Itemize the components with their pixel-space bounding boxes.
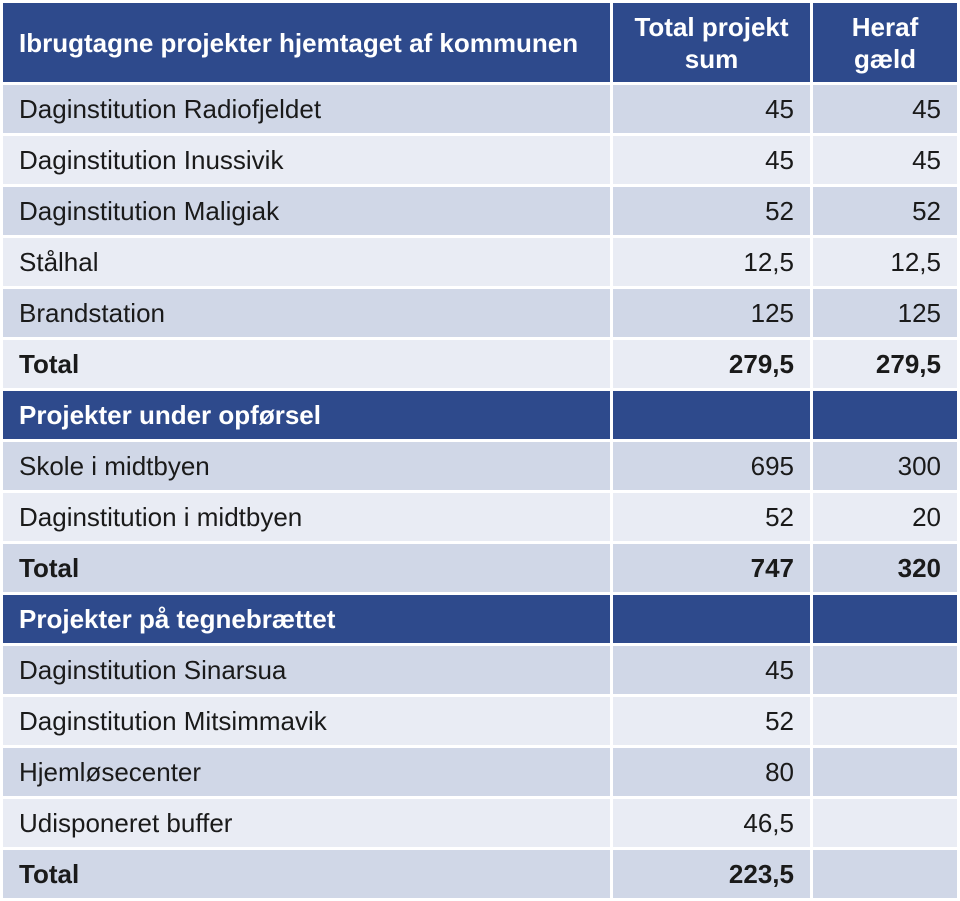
section-title: Projekter på tegnebrættet [3,595,613,646]
project-debt: 45 [813,85,957,136]
project-name: Udisponeret buffer [3,799,613,850]
project-debt [813,748,957,799]
project-total: 12,5 [613,238,813,289]
header-project-name: Ibrugtagne projekter hjemtaget af kommun… [3,3,613,85]
table-row: Brandstation 125 125 [3,289,957,340]
total-sum: 747 [613,544,813,595]
project-name: Daginstitution Radiofjeldet [3,85,613,136]
project-name: Brandstation [3,289,613,340]
project-total: 45 [613,646,813,697]
table-row: Daginstitution Radiofjeldet 45 45 [3,85,957,136]
table-row: Daginstitution Maligiak 52 52 [3,187,957,238]
project-debt: 20 [813,493,957,544]
total-row: Total 223,5 [3,850,957,901]
project-name: Skole i midtbyen [3,442,613,493]
table-row: Hjemløsecenter 80 [3,748,957,799]
section-title: Projekter under opførsel [3,391,613,442]
project-name: Daginstitution Maligiak [3,187,613,238]
project-debt: 52 [813,187,957,238]
project-name: Daginstitution Sinarsua [3,646,613,697]
total-label: Total [3,340,613,391]
project-name: Hjemløsecenter [3,748,613,799]
project-name: Daginstitution Inussivik [3,136,613,187]
project-debt [813,799,957,850]
table-row: Daginstitution i midtbyen 52 20 [3,493,957,544]
project-debt: 125 [813,289,957,340]
section-header-blank [613,391,813,442]
table-row: Daginstitution Mitsimmavik 52 [3,697,957,748]
project-table: Ibrugtagne projekter hjemtaget af kommun… [3,3,957,901]
header-debt: Heraf gæld [813,3,957,85]
project-debt [813,697,957,748]
project-name: Daginstitution i midtbyen [3,493,613,544]
table-row: Udisponeret buffer 46,5 [3,799,957,850]
project-total: 52 [613,697,813,748]
project-name: Daginstitution Mitsimmavik [3,697,613,748]
section-header-row: Projekter på tegnebrættet [3,595,957,646]
project-total: 46,5 [613,799,813,850]
table-row: Skole i midtbyen 695 300 [3,442,957,493]
table-row: Daginstitution Sinarsua 45 [3,646,957,697]
header-total-sum: Total projekt sum [613,3,813,85]
section-header-row: Projekter under opførsel [3,391,957,442]
project-debt: 12,5 [813,238,957,289]
total-debt: 320 [813,544,957,595]
project-total: 52 [613,187,813,238]
project-debt: 300 [813,442,957,493]
project-total: 125 [613,289,813,340]
project-total: 52 [613,493,813,544]
total-sum: 279,5 [613,340,813,391]
project-total: 695 [613,442,813,493]
section-header-blank [613,595,813,646]
table-row: Daginstitution Inussivik 45 45 [3,136,957,187]
total-debt: 279,5 [813,340,957,391]
total-debt [813,850,957,901]
total-row: Total 279,5 279,5 [3,340,957,391]
total-sum: 223,5 [613,850,813,901]
project-debt [813,646,957,697]
project-debt: 45 [813,136,957,187]
section-header-blank [813,595,957,646]
section-header-blank [813,391,957,442]
total-row: Total 747 320 [3,544,957,595]
total-label: Total [3,850,613,901]
project-total: 45 [613,85,813,136]
total-label: Total [3,544,613,595]
table-row: Stålhal 12,5 12,5 [3,238,957,289]
project-name: Stålhal [3,238,613,289]
project-total: 80 [613,748,813,799]
table-header-row: Ibrugtagne projekter hjemtaget af kommun… [3,3,957,85]
project-total: 45 [613,136,813,187]
